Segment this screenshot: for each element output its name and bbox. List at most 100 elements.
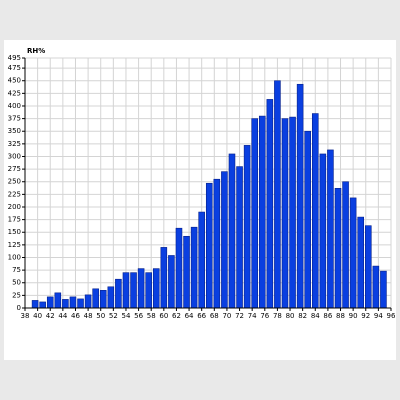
x-tick-label: 78 xyxy=(273,312,282,320)
x-tick-label: 56 xyxy=(134,312,143,320)
bar xyxy=(296,83,304,309)
bar xyxy=(364,225,372,309)
y-tick-label: 175 xyxy=(8,216,21,224)
x-tick-label: 38 xyxy=(21,312,30,320)
bar xyxy=(160,247,168,309)
y-axis-label: RH% xyxy=(27,47,45,55)
bar xyxy=(175,227,183,309)
bar xyxy=(281,118,289,309)
x-tick-label: 40 xyxy=(33,312,42,320)
x-tick-label: 86 xyxy=(323,312,332,320)
bar xyxy=(115,278,122,309)
x-tick-label: 46 xyxy=(71,312,80,320)
bar xyxy=(107,286,115,309)
x-tick-label: 74 xyxy=(248,312,257,320)
y-tick-label: 375 xyxy=(8,115,21,123)
bar xyxy=(357,216,364,309)
y-tick-label: 125 xyxy=(8,241,21,249)
y-tick-label: 150 xyxy=(8,228,21,236)
x-tick-label: 76 xyxy=(260,312,269,320)
bar xyxy=(334,188,342,309)
y-tick-label: 100 xyxy=(8,253,21,261)
bar xyxy=(77,298,84,309)
x-tick-label: 44 xyxy=(58,312,67,320)
bar xyxy=(39,301,46,309)
x-tick-label: 90 xyxy=(349,312,358,320)
bar xyxy=(152,268,160,309)
y-tick-label: 400 xyxy=(8,102,21,110)
bar xyxy=(221,171,228,309)
bar xyxy=(168,255,175,309)
y-tick-label: 225 xyxy=(8,190,21,198)
x-tick-label: 52 xyxy=(109,312,118,320)
bar xyxy=(372,265,380,309)
y-tick-label: 495 xyxy=(8,54,21,62)
bar xyxy=(84,294,92,309)
bar xyxy=(236,166,243,309)
x-tick-label: 88 xyxy=(336,312,345,320)
y-tick-label: 250 xyxy=(8,178,21,186)
x-tick-label: 84 xyxy=(311,312,320,320)
x-tick-label: 70 xyxy=(222,312,231,320)
bar xyxy=(342,181,349,309)
x-tick-label: 80 xyxy=(286,312,295,320)
bar xyxy=(46,296,54,309)
bar xyxy=(183,235,190,309)
bar xyxy=(69,296,77,309)
y-tick-label: 300 xyxy=(8,152,21,160)
bar xyxy=(130,272,137,309)
bar xyxy=(99,290,107,309)
x-tick-label: 92 xyxy=(361,312,370,320)
bar xyxy=(205,182,213,309)
y-tick-label: 450 xyxy=(8,77,21,85)
x-tick-label: 54 xyxy=(122,312,131,320)
bar xyxy=(62,299,69,309)
bar xyxy=(266,99,274,309)
y-tick-label: 200 xyxy=(8,203,21,211)
bar xyxy=(243,145,251,309)
bar xyxy=(228,153,236,309)
x-tick-label: 62 xyxy=(172,312,181,320)
bar xyxy=(327,149,334,309)
y-tick-label: 25 xyxy=(12,291,21,299)
bar xyxy=(54,292,62,309)
bar xyxy=(145,272,152,309)
bar xyxy=(319,153,327,309)
x-tick-label: 42 xyxy=(46,312,55,320)
x-tick-label: 94 xyxy=(374,312,383,320)
bar xyxy=(289,116,296,309)
x-tick-label: 64 xyxy=(185,312,194,320)
bar xyxy=(31,300,39,309)
bar xyxy=(251,118,258,309)
x-tick-label: 66 xyxy=(197,312,206,320)
bar xyxy=(213,178,221,309)
bar xyxy=(304,130,311,309)
bar xyxy=(137,268,145,309)
bar xyxy=(122,272,130,309)
y-tick-label: 0 xyxy=(17,304,21,312)
bar xyxy=(198,211,205,309)
bar xyxy=(190,226,198,309)
x-tick-label: 68 xyxy=(210,312,219,320)
y-tick-label: 50 xyxy=(12,279,21,287)
y-tick-label: 475 xyxy=(8,64,21,72)
x-tick-label: 50 xyxy=(96,312,105,320)
bar xyxy=(274,80,281,309)
bar xyxy=(258,115,266,309)
bar xyxy=(349,197,357,309)
y-tick-label: 325 xyxy=(8,140,21,148)
y-tick-label: 350 xyxy=(8,127,21,135)
x-tick-label: 96 xyxy=(387,312,396,320)
y-tick-label: 425 xyxy=(8,89,21,97)
x-tick-label: 60 xyxy=(159,312,168,320)
x-tick-label: 58 xyxy=(147,312,156,320)
y-tick-label: 275 xyxy=(8,165,21,173)
bar xyxy=(380,270,387,309)
x-tick-label: 48 xyxy=(84,312,93,320)
bar xyxy=(311,113,319,309)
y-tick-label: 75 xyxy=(12,266,21,274)
x-tick-label: 72 xyxy=(235,312,244,320)
x-tick-label: 82 xyxy=(298,312,307,320)
